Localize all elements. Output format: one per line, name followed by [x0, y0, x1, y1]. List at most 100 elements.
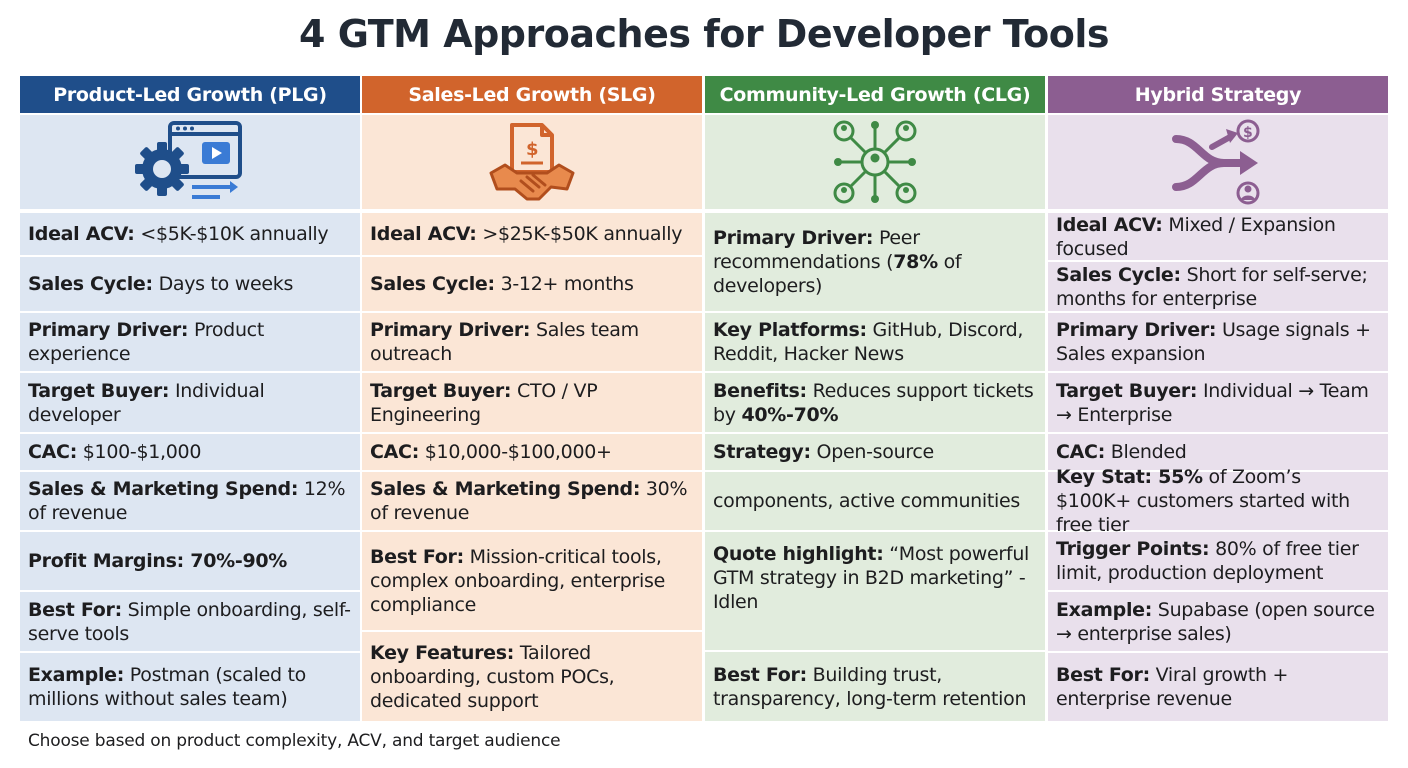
- slg-driver-cell: Primary Driver: Sales team outreach: [362, 313, 702, 371]
- clg-driver-value-b: of developers): [713, 251, 962, 297]
- clg-strategy-cont-cell: components, active communities: [705, 472, 1045, 530]
- svg-text:$: $: [1243, 125, 1253, 141]
- community-network-icon: [705, 115, 1045, 209]
- clg-driver-value-a: Peer recommendations (: [713, 227, 920, 273]
- hybrid-cycle-cell: Sales Cycle: Short for self-serve; month…: [1048, 262, 1388, 311]
- hybrid-cycle-value: Short for self-serve; months for enterpr…: [1056, 263, 1368, 310]
- plg-cac-label: CAC:: [28, 441, 77, 463]
- hybrid-buyer-label: Target Buyer:: [1056, 379, 1198, 402]
- slg-acv-label: Ideal ACV:: [370, 223, 477, 245]
- slg-driver-value: Sales team outreach: [370, 319, 639, 365]
- slg-spend-label: Sales & Marketing Spend:: [370, 478, 641, 500]
- slg-features-label: Key Features:: [370, 641, 515, 664]
- hybrid-cac-cell: CAC: Blended: [1048, 434, 1388, 470]
- slg-best-value: Mission-critical tools, complex onboardi…: [370, 546, 665, 616]
- plg-header: Product-Led Growth (PLG): [20, 76, 360, 113]
- slg-acv-cell: Ideal ACV: >$25K-$50K annually: [362, 213, 702, 255]
- plg-acv-value: <$5K-$10K annually: [134, 223, 329, 245]
- clg-quote-cell: Quote highlight: “Most powerful GTM stra…: [705, 532, 1045, 650]
- slg-spend-value: 30% of revenue: [370, 478, 688, 524]
- clg-benefits-value: Reduces support tickets by: [713, 379, 1034, 426]
- hybrid-acv-cell: Ideal ACV: Mixed / Expansion focused: [1048, 213, 1388, 260]
- clg-benefits-bold: 40%-70%: [741, 403, 839, 426]
- hybrid-stat-cell: Key Stat: 55% of Zoom’s $100K+ customers…: [1048, 466, 1388, 536]
- hybrid-acv-label: Ideal ACV:: [1056, 213, 1163, 236]
- clg-platforms-value: GitHub, Discord, Reddit, Hacker News: [713, 319, 1024, 365]
- hybrid-acv-value: Mixed / Expansion focused: [1056, 213, 1336, 260]
- hybrid-driver-cell: Primary Driver: Usage signals + Sales ex…: [1048, 313, 1388, 371]
- slg-buyer-label: Target Buyer:: [370, 379, 512, 402]
- hybrid-buyer-value: Individual → Team → Enterprise: [1056, 379, 1369, 426]
- svg-text:$: $: [526, 139, 539, 160]
- plg-margins-cell: Profit Margins: 70%-90%: [20, 532, 360, 590]
- clg-driver-cell: Primary Driver: Peer recommendations (78…: [705, 213, 1045, 311]
- hybrid-cac-label: CAC:: [1056, 441, 1105, 463]
- plg-acv-cell: Ideal ACV: <$5K-$10K annually: [20, 213, 360, 255]
- clg-strategy-cell: Strategy: Open-source: [705, 434, 1045, 470]
- gear-video-screen-icon: [20, 115, 360, 209]
- hybrid-example-label: Example:: [1056, 598, 1153, 621]
- slg-cycle-label: Sales Cycle:: [370, 273, 495, 295]
- hybrid-best-value: Viral growth + enterprise revenue: [1056, 664, 1289, 710]
- clg-benefits-label: Benefits:: [713, 379, 807, 402]
- plg-best-value: Simple onboarding, self-serve tools: [28, 598, 351, 645]
- slg-cycle-cell: Sales Cycle: 3-12+ months: [362, 257, 702, 311]
- slg-cac-cell: CAC: $10,000-$100,000+: [362, 434, 702, 470]
- clg-driver-bold: 78%: [893, 251, 938, 273]
- slg-buyer-cell: Target Buyer: CTO / VP Engineering: [362, 373, 702, 432]
- handshake-contract-icon: $: [362, 115, 702, 209]
- hybrid-header: Hybrid Strategy: [1048, 76, 1388, 113]
- hybrid-example-value: Supabase (open source → enterprise sales…: [1056, 598, 1375, 645]
- plg-spend-value: 12% of revenue: [28, 478, 346, 524]
- clg-driver-label: Primary Driver:: [713, 227, 874, 249]
- plg-best-cell: Best For: Simple onboarding, self-serve …: [20, 592, 360, 651]
- merge-arrows-dollar-user-icon: $: [1048, 115, 1388, 209]
- plg-driver-cell: Primary Driver: Product experience: [20, 313, 360, 371]
- clg-benefits-cell: Benefits: Reduces support tickets by 40%…: [705, 373, 1045, 432]
- plg-spend-label: Sales & Marketing Spend:: [28, 478, 299, 500]
- plg-example-cell: Example: Postman (scaled to millions wit…: [20, 653, 360, 721]
- slg-cac-label: CAC:: [370, 441, 419, 463]
- hybrid-stat-bold: 55%: [1151, 466, 1203, 488]
- clg-quote-label: Quote highlight:: [713, 543, 884, 565]
- clg-header: Community-Led Growth (CLG): [705, 76, 1045, 113]
- hybrid-stat-label: Key Stat:: [1056, 466, 1152, 488]
- plg-cycle-cell: Sales Cycle: Days to weeks: [20, 257, 360, 311]
- plg-cac-value: $100-$1,000: [77, 441, 202, 463]
- slg-driver-label: Primary Driver:: [370, 319, 531, 341]
- hybrid-best-cell: Best For: Viral growth + enterprise reve…: [1048, 653, 1388, 721]
- slg-cac-value: $10,000-$100,000+: [419, 441, 612, 463]
- slg-buyer-value: CTO / VP Engineering: [370, 379, 598, 426]
- slg-header: Sales-Led Growth (SLG): [362, 76, 702, 113]
- slg-best-cell: Best For: Mission-critical tools, comple…: [362, 532, 702, 630]
- plg-cycle-value: Days to weeks: [152, 273, 294, 295]
- slg-best-label: Best For:: [370, 546, 464, 568]
- hybrid-best-label: Best For:: [1056, 664, 1150, 686]
- slg-spend-cell: Sales & Marketing Spend: 30% of revenue: [362, 472, 702, 530]
- plg-best-label: Best For:: [28, 598, 122, 621]
- hybrid-cycle-label: Sales Cycle:: [1056, 263, 1181, 286]
- hybrid-stat-value: of Zoom’s $100K+ customers started with …: [1056, 466, 1350, 536]
- plg-driver-label: Primary Driver:: [28, 319, 189, 341]
- plg-example-label: Example:: [28, 664, 125, 686]
- plg-buyer-cell: Target Buyer: Individual developer: [20, 373, 360, 432]
- clg-strategy-value-b: components, active communities: [713, 490, 1021, 512]
- clg-best-value: Building trust, transparency, long-term …: [713, 663, 1027, 710]
- plg-cac-cell: CAC: $100-$1,000: [20, 434, 360, 470]
- clg-best-label: Best For:: [713, 663, 807, 686]
- clg-best-cell: Best For: Building trust, transparency, …: [705, 652, 1045, 721]
- hybrid-buyer-cell: Target Buyer: Individual → Team → Enterp…: [1048, 373, 1388, 432]
- hybrid-cac-value: Blended: [1105, 441, 1187, 463]
- clg-platforms-label: Key Platforms:: [713, 319, 867, 341]
- plg-acv-label: Ideal ACV:: [28, 223, 135, 245]
- clg-strategy-value-a: Open-source: [810, 441, 935, 463]
- plg-cycle-label: Sales Cycle:: [28, 273, 153, 295]
- plg-driver-value: Product experience: [28, 319, 264, 365]
- hybrid-driver-label: Primary Driver:: [1056, 319, 1217, 341]
- plg-buyer-value: Individual developer: [28, 379, 265, 426]
- footer-note: Choose based on product complexity, ACV,…: [28, 731, 561, 751]
- plg-buyer-label: Target Buyer:: [28, 379, 170, 402]
- hybrid-trigger-cell: Trigger Points: 80% of free tier limit, …: [1048, 532, 1388, 590]
- hybrid-trigger-label: Trigger Points:: [1056, 538, 1210, 560]
- plg-margins-label: Profit Margins: 70%-90%: [28, 550, 288, 572]
